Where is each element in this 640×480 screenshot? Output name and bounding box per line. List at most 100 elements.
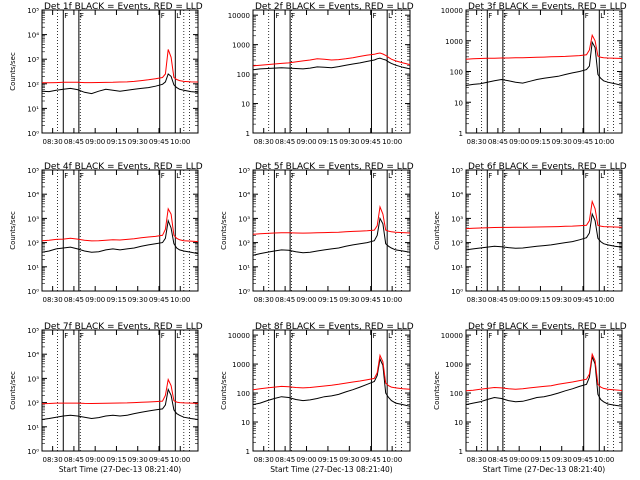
panel-4-ytick-label: 10⁰ [27,288,39,296]
panel-1-xtick-label: 09:00 [85,138,105,146]
panel-5-ytick-label: 10⁰ [238,288,250,296]
panel-4-marker-label: F [161,172,165,180]
panel-4-title: Det 4f BLACK = Events, RED = LLD [44,162,203,172]
panel-1-ytick-label: 10⁴ [27,32,39,40]
panel-6-ytick-label: 10² [451,240,463,248]
panel-7-xlabel: Start Time (27-Dec-13 08:21:40) [59,465,181,474]
panel-8-xtick-label: 09:00 [296,456,316,464]
panel-5-xtick-label: 09:30 [339,296,359,304]
panel-3-ytick-label: 10 [454,99,463,107]
panel-1-ytick-label: 10¹ [27,105,39,113]
panel-7-ytick-label: 10⁰ [27,448,39,456]
panel-5-frame [252,169,411,292]
panel-5-marker-label: F [372,172,376,180]
panel-9-ytick-label: 1 [459,448,463,456]
panel-2-xtick-label: 09:15 [318,138,338,146]
panel-5-marker-label: F [291,172,295,180]
panel-2-marker-label: F [372,12,376,20]
panel-8-frame [252,329,411,452]
panel-6-xtick-label: 10:00 [594,296,614,304]
panel-4-ytick-label: 10⁵ [27,167,39,175]
panel-1-marker-label: F [64,12,68,20]
panel-3-marker-label: F [585,12,589,20]
panel-7-xtick-label: 10:00 [170,456,190,464]
panel-2-xtick-label: 09:30 [339,138,359,146]
panel-8-xtick-label: 09:15 [318,456,338,464]
panel-7-ytick-label: 10³ [27,375,39,383]
panel-1-marker-label: L [176,12,180,20]
panel-6-series-lld [465,199,623,230]
panel-7-xtick-label: 09:30 [128,456,148,464]
panel-6-ytick-label: 10⁵ [451,167,463,175]
panel-9-xtick-label: 08:30 [467,456,487,464]
panel-7-xtick-label: 09:00 [85,456,105,464]
panel-4-marker-label: F [64,172,68,180]
panel-9-xtick-label: 09:00 [509,456,529,464]
panel-3-series-events [465,40,623,86]
panel-6-ytick-label: 10⁴ [451,191,463,199]
panel-7-frame [41,329,199,452]
panel-8-xtick-label: 08:30 [254,456,274,464]
panel-9-ytick-label: 100 [450,390,463,398]
panel-7-marker-label: L [176,332,180,340]
panel-3-ytick-label: 10000 [441,7,463,15]
panel-8-title: Det 8f BLACK = Events, RED = LLD [255,322,414,332]
panel-4-xtick-label: 08:30 [43,296,63,304]
panel-6-ytick-label: 10⁰ [451,288,463,296]
panel-1-ytick-label: 10⁰ [27,130,39,138]
panel-1-xtick-label: 08:30 [43,138,63,146]
panel-7-xtick-label: 09:15 [106,456,126,464]
panel-6-xtick-label: 09:15 [530,296,550,304]
panel-2-marker-label: F [291,12,295,20]
panel-4-ylabel: Counts/sec [9,211,17,250]
panel-1-xtick-label: 09:15 [106,138,126,146]
panel-2-xtick-label: 09:45 [361,138,381,146]
panel-8-marker-label: F [372,332,376,340]
panel-1-xtick-label: 09:30 [128,138,148,146]
panel-4-xtick-label: 09:15 [106,296,126,304]
panel-8-ytick-label: 1000 [232,361,250,369]
panel-9-xlabel: Start Time (27-Dec-13 08:21:40) [483,465,605,474]
panel-7-marker-label: F [80,332,84,340]
panel-8-ytick-label: 10 [241,419,250,427]
panel-3-title: Det 3f BLACK = Events, RED = LLD [468,2,627,12]
panel-7-ytick-label: 10⁴ [27,351,39,359]
panel-3-xtick-label: 09:30 [552,138,572,146]
panel-3-xtick-label: 09:45 [573,138,593,146]
panel-5-series-lld [252,205,411,235]
panel-8-xtick-label: 09:45 [361,456,381,464]
panel-1-title: Det 1f BLACK = Events, RED = LLD [44,2,203,12]
panel-6-xtick-label: 09:00 [509,296,529,304]
panel-2-xtick-label: 08:30 [254,138,274,146]
panel-4-marker-label: L [176,172,180,180]
panel-2-ytick-label: 1 [246,130,250,138]
panel-9-xtick-label: 09:45 [573,456,593,464]
panel-7-series-events [41,387,199,420]
panel-3-xtick-label: 08:45 [488,138,508,146]
panel-5-xtick-label: 09:00 [296,296,316,304]
panel-9-xtick-label: 10:00 [594,456,614,464]
panel-8-marker-label: F [291,332,295,340]
panel-4-series-events [41,218,199,255]
panel-6-marker-label: L [600,172,604,180]
panel-9-marker-label: F [585,332,589,340]
panel-4-xtick-label: 09:45 [149,296,169,304]
panel-9-frame [465,329,623,452]
panel-6-ytick-label: 10³ [451,215,463,223]
panel-6-title: Det 6f BLACK = Events, RED = LLD [468,162,627,172]
panel-4-xtick-label: 08:45 [64,296,84,304]
panel-4-ytick-label: 10² [27,240,39,248]
panel-3-marker-label: F [504,12,508,20]
panel-5-xtick-label: 09:15 [318,296,338,304]
panel-1-ytick-label: 10⁵ [27,7,39,15]
panel-3-marker-label: L [600,12,604,20]
panel-9-xtick-label: 08:45 [488,456,508,464]
panel-9-xtick-label: 09:15 [530,456,550,464]
panel-1-ylabel: Counts/sec [9,52,17,91]
panel-5-marker-label: L [388,172,392,180]
panel-3-xtick-label: 08:30 [467,138,487,146]
panel-6-xtick-label: 09:30 [552,296,572,304]
panel-2-series-events [252,57,411,71]
panel-2-title: Det 2f BLACK = Events, RED = LLD [255,2,414,12]
panel-5-xtick-label: 08:45 [275,296,295,304]
